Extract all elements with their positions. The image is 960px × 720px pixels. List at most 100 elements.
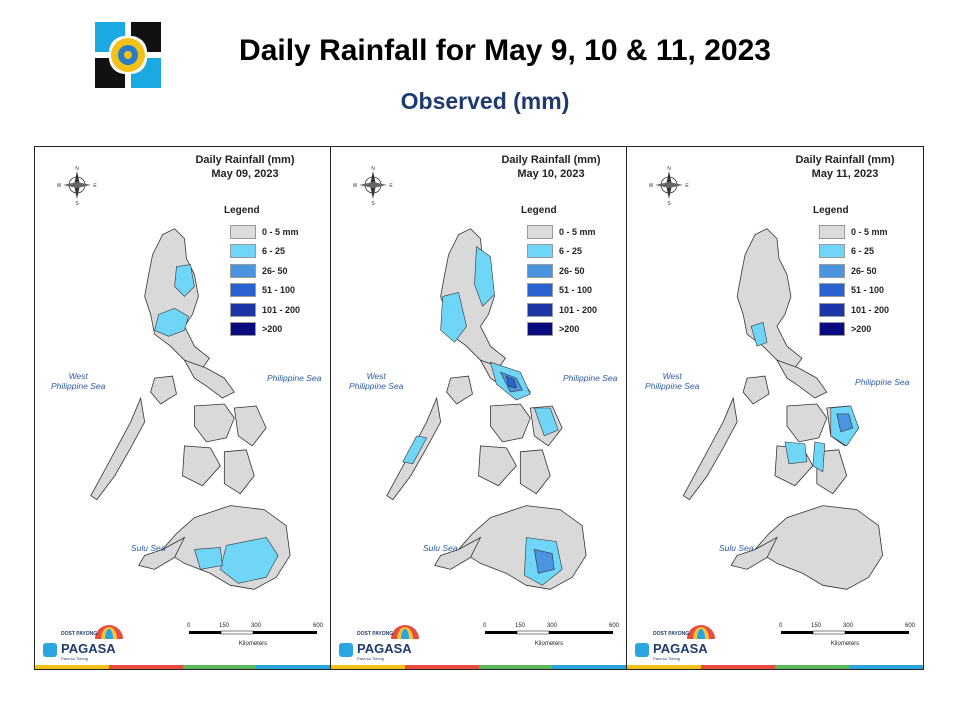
panel-title-may10: Daily Rainfall (mm) May 10, 2023: [501, 154, 601, 180]
region-visayas-4: [816, 449, 848, 495]
region-mindoro: [150, 375, 177, 405]
label-west-philippine-sea: West Philippine Sea: [51, 371, 106, 391]
svg-text:DOST PAYONG: DOST PAYONG: [61, 631, 97, 637]
legend-row: 51 - 100: [527, 281, 597, 301]
philippines-map-may10: [386, 228, 587, 590]
svg-text:300: 300: [547, 623, 558, 629]
svg-text:Para sa Tulong: Para sa Tulong: [357, 656, 384, 661]
footer-stripe: [331, 665, 626, 669]
region-mindanao: [754, 505, 884, 590]
rain-6-25-luzon: [750, 321, 768, 347]
rain-6-25-samar: [533, 407, 559, 437]
svg-text:Para sa Tulong: Para sa Tulong: [653, 656, 680, 661]
legend-row: 0 - 5 mm: [230, 222, 300, 242]
svg-text:W: W: [649, 183, 654, 189]
philippines-map-may11: [682, 228, 884, 590]
label-philippine-sea: Philippine Sea: [855, 377, 910, 387]
rain-6-25-panay: [784, 441, 808, 465]
scale-bar: 0 150 300 600 Kilometers: [187, 623, 324, 647]
rain-6-25-cebu: [812, 441, 826, 473]
label-west-philippine-sea: West Philippine Sea: [349, 371, 404, 391]
svg-text:600: 600: [609, 623, 620, 629]
legend-row: 101 - 200: [819, 300, 889, 320]
svg-text:S: S: [371, 201, 375, 205]
panel-title-may11: Daily Rainfall (mm) May 11, 2023: [795, 154, 895, 180]
panel-title-may09: Daily Rainfall (mm) May 09, 2023: [195, 154, 295, 180]
pagasa-seal-logo: [95, 22, 161, 88]
svg-text:W: W: [353, 183, 358, 189]
svg-text:N: N: [75, 166, 79, 172]
region-mindoro: [446, 375, 473, 405]
svg-text:PAGASA: PAGASA: [653, 641, 708, 656]
label-philippine-sea: Philippine Sea: [267, 373, 322, 383]
rain-6-25-mindanao: [220, 537, 279, 584]
legend-row: 101 - 200: [230, 300, 300, 320]
legend-row: >200: [819, 320, 889, 340]
region-bicol: [776, 359, 828, 399]
legend-title: Legend: [813, 205, 849, 216]
compass-rose-icon: N E S W: [649, 166, 689, 205]
legend-may10: Legend 0 - 5 mm 6 - 25 26- 50 51 - 100 1…: [521, 205, 597, 339]
rain-6-25-luzon: [154, 308, 189, 337]
svg-text:150: 150: [515, 623, 526, 629]
page-title: Daily Rainfall for May 9, 10 & 11, 2023: [239, 34, 771, 67]
page-subtitle: Observed (mm): [400, 88, 570, 114]
map-panel-may11: Daily Rainfall (mm) May 11, 2023 Legend …: [627, 147, 923, 669]
legend-title: Legend: [224, 205, 260, 216]
legend-row: 26- 50: [527, 261, 597, 281]
svg-text:N: N: [667, 166, 671, 172]
label-sulu-sea: Sulu Sea: [423, 543, 458, 553]
region-zamboanga: [138, 536, 186, 570]
legend-row: 0 - 5 mm: [527, 222, 597, 242]
rain-51-100-bicol: [505, 375, 517, 389]
rain-26-50-samar: [836, 413, 854, 433]
region-zamboanga: [434, 536, 482, 570]
svg-text:E: E: [685, 183, 689, 189]
legend-row: 51 - 100: [819, 281, 889, 301]
scale-bar: 0 150 300 600 Kilometers: [779, 623, 916, 647]
map-panel-may09: Daily Rainfall (mm) May 09, 2023 Legend …: [35, 147, 331, 669]
label-sulu-sea: Sulu Sea: [131, 543, 166, 553]
footer-stripe: [35, 665, 330, 669]
footer-stripe: [627, 665, 923, 669]
legend-title: Legend: [521, 205, 557, 216]
svg-text:Para sa Tulong: Para sa Tulong: [61, 656, 88, 661]
legend-row: 26- 50: [230, 261, 300, 281]
legend-row: 6 - 25: [230, 242, 300, 262]
svg-text:PAGASA: PAGASA: [61, 641, 116, 656]
region-mindanao: [457, 505, 587, 590]
svg-text:300: 300: [251, 623, 262, 629]
svg-text:Kilometers: Kilometers: [535, 641, 563, 647]
region-bicol: [183, 359, 235, 399]
region-visayas-1: [490, 403, 531, 443]
svg-text:S: S: [75, 201, 79, 205]
region-visayas-3: [478, 445, 517, 487]
legend-may09: Legend 0 - 5 mm 6 - 25 26- 50 51 - 100 1…: [224, 205, 300, 339]
rain-6-25-luzon-west: [440, 292, 467, 343]
svg-text:Kilometers: Kilometers: [831, 641, 859, 647]
compass-rose-icon: N E S W: [57, 166, 97, 205]
philippines-map-may09: [90, 228, 291, 590]
svg-text:N: N: [371, 166, 375, 172]
region-luzon: [144, 228, 210, 369]
payong-pagasa-logo: DOST PAYONG PAGASA Para sa Tulong: [339, 625, 419, 661]
region-visayas-1: [786, 403, 828, 443]
region-palawan: [90, 396, 146, 501]
payong-pagasa-logo: DOST PAYONG PAGASA Para sa Tulong: [43, 625, 123, 661]
rain-26-50-mindanao: [533, 549, 555, 574]
legend-row: 0 - 5 mm: [819, 222, 889, 242]
svg-text:0: 0: [483, 623, 487, 629]
compass-rose-icon: N E S W: [353, 166, 393, 205]
region-visayas-4: [519, 449, 551, 495]
svg-text:150: 150: [811, 623, 822, 629]
rain-6-25-luzon-east: [474, 246, 495, 307]
region-visayas-4: [223, 449, 255, 495]
map-panels: Daily Rainfall (mm) May 09, 2023 Legend …: [34, 146, 924, 670]
svg-text:DOST PAYONG: DOST PAYONG: [357, 631, 393, 637]
legend-may11: Legend 0 - 5 mm 6 - 25 26- 50 51 - 100 1…: [813, 205, 889, 340]
region-visayas-1: [194, 403, 235, 443]
region-mindoro: [742, 375, 770, 405]
map-panel-may10: Daily Rainfall (mm) May 10, 2023 Legend …: [331, 147, 627, 669]
legend-row: 51 - 100: [230, 281, 300, 301]
legend-row: 101 - 200: [527, 300, 597, 320]
